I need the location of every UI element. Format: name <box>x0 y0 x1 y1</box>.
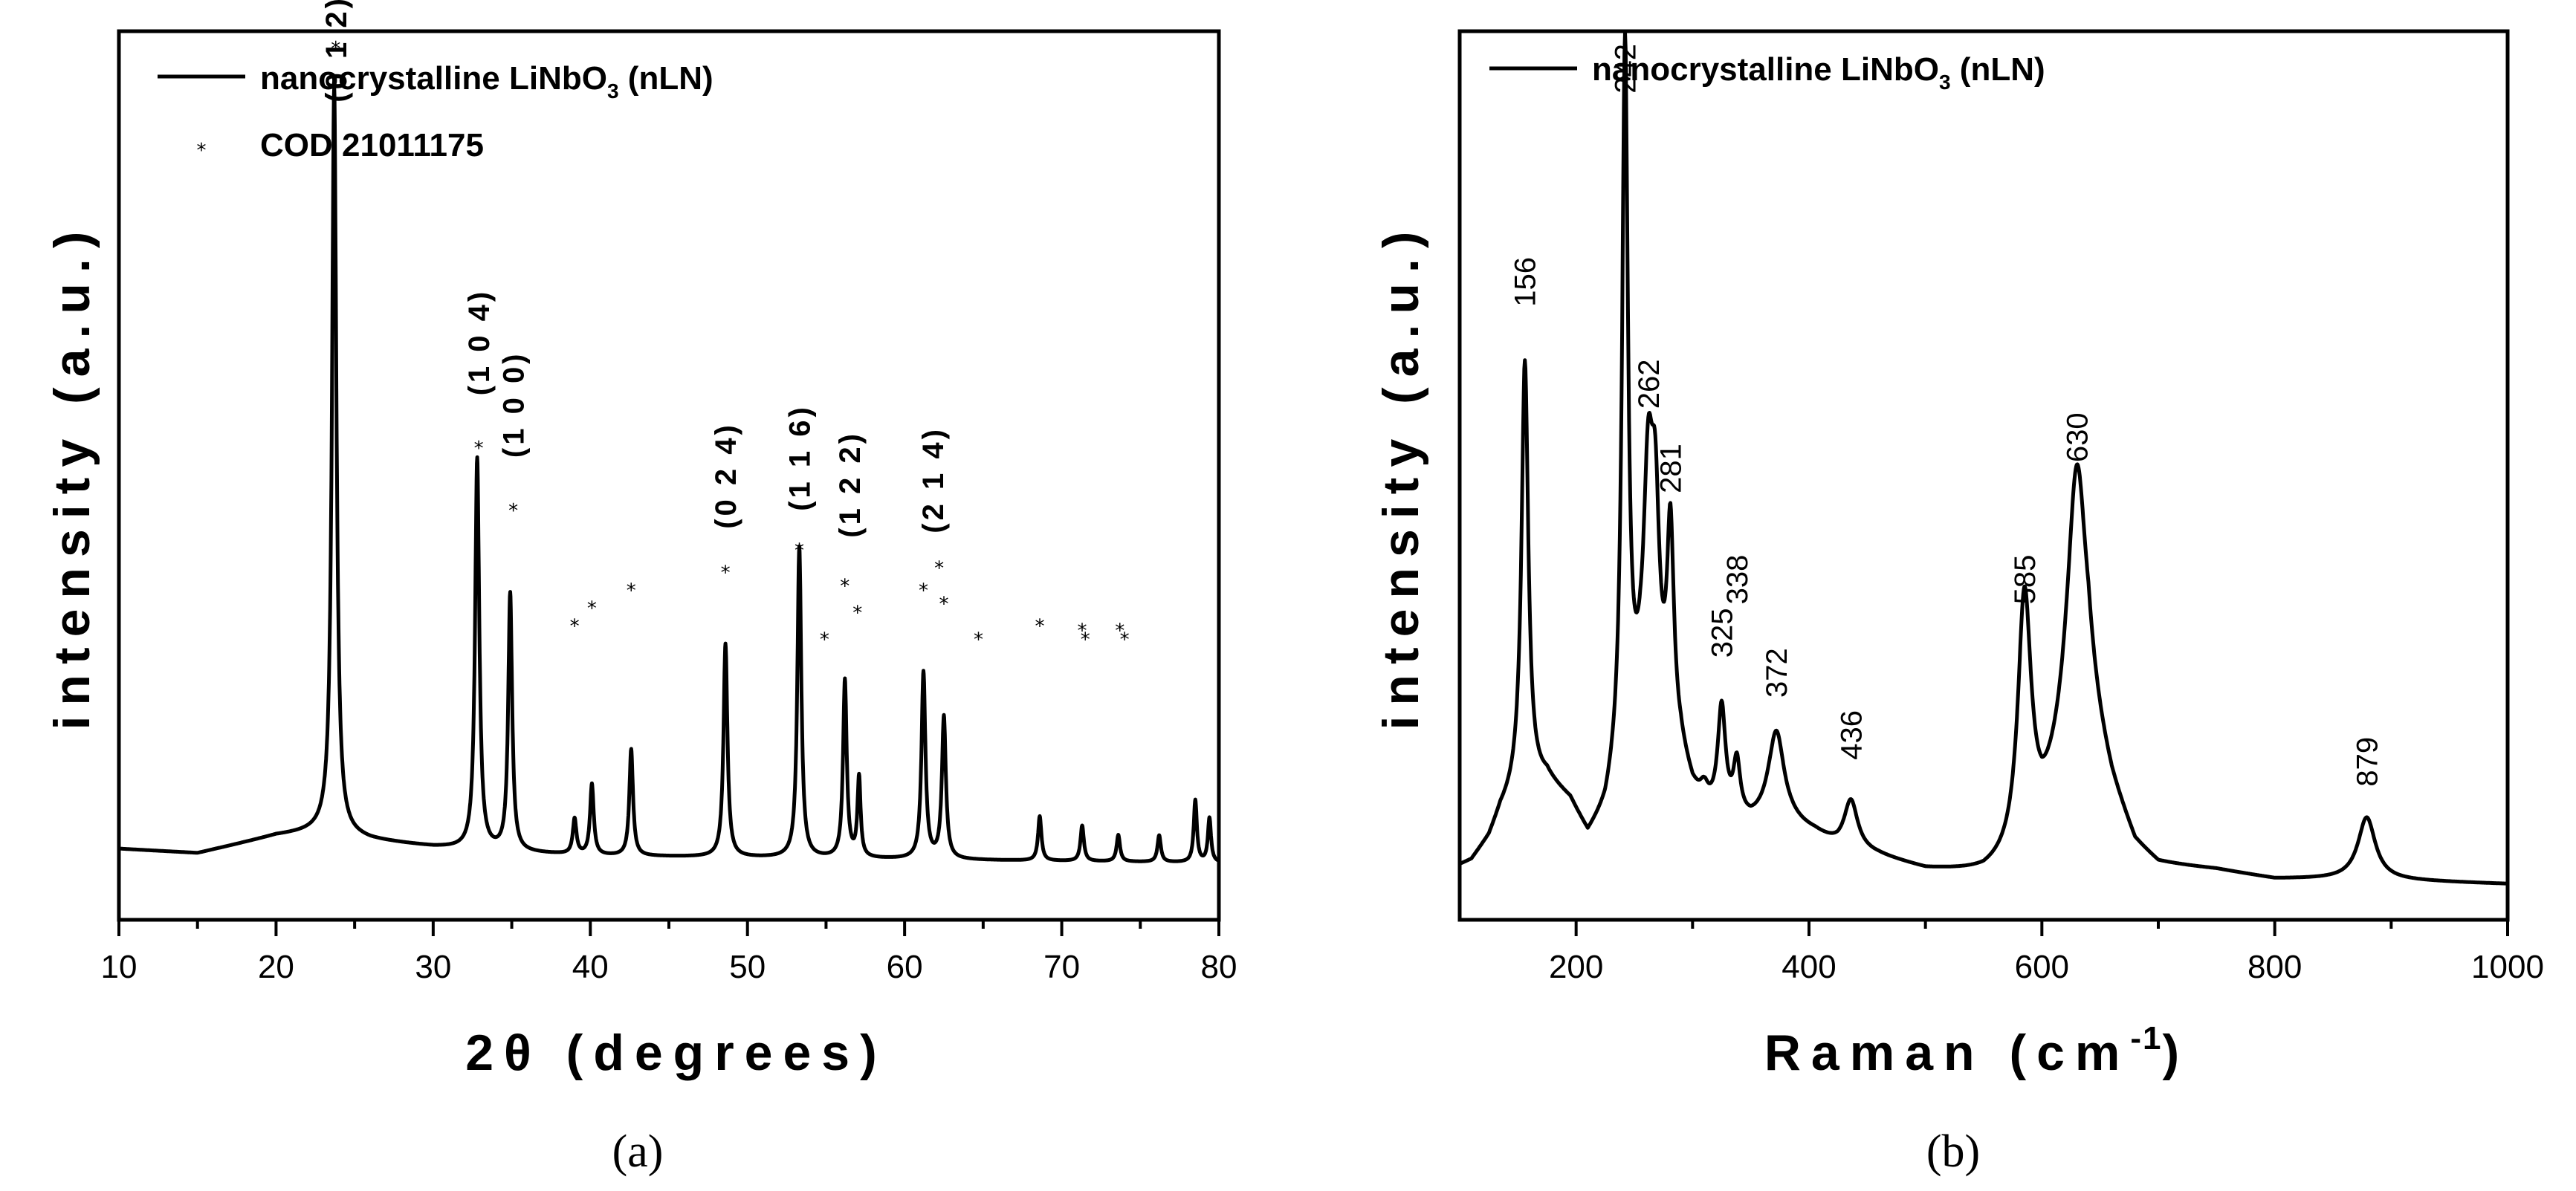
panel-b-legend-label-main: nanocrystalline LiNbO <box>1592 51 1939 88</box>
panel-b-x-tick-label: 600 <box>2015 949 2069 985</box>
panel-a-x-tick-label: 10 <box>101 949 137 985</box>
panel-a-x-ticks <box>117 920 1220 936</box>
raman-peak-label: 242 <box>1610 44 1643 94</box>
panel-b-raman-spectrum-line <box>1458 30 2509 886</box>
raman-peak-label: 262 <box>1633 360 1666 409</box>
cod-reference-marker: * <box>820 629 829 651</box>
raman-peak-label: 338 <box>1721 555 1754 605</box>
panel-a-y-axis-title: intensity (a.u.) <box>44 221 100 730</box>
panel-b-y-axis-title: intensity (a.u.) <box>1373 221 1429 730</box>
raman-peak-label: 585 <box>2009 555 2042 605</box>
cod-reference-marker: * <box>627 580 636 602</box>
cod-reference-marker: * <box>508 500 518 522</box>
panel-a-miller-index-labels: (0 1 2) (1 0 4)(1 0 0) (0 2 4) (1 1 6) (1 2 … <box>320 0 950 538</box>
panel-b-x-tick-labels: 200 400 600 800 1000 <box>1549 949 2544 985</box>
panel-a-x-tick-label: 80 <box>1201 949 1237 985</box>
cod-reference-marker: * <box>721 562 731 585</box>
panel-a-x-tick-label: 30 <box>415 949 451 985</box>
panel-a-x-tick-label: 40 <box>572 949 609 985</box>
panel-b-x-tick-label: 400 <box>1781 949 1836 985</box>
cod-reference-marker: * <box>587 597 597 620</box>
panel-a-legend-marker-swatch: * <box>197 140 207 162</box>
cod-reference-marker: * <box>840 576 850 598</box>
panel-b-plot-frame <box>1457 29 2510 922</box>
cod-reference-marker: * <box>795 540 804 562</box>
miller-index-label: (1 0 0) <box>498 351 531 458</box>
cod-reference-marker: * <box>974 629 983 651</box>
cod-reference-marker: * <box>919 580 928 602</box>
raman-peak-label: 630 <box>2061 412 2094 462</box>
panel-a-legend: nanocrystalline LiNbO3 (nLN) * COD 21011… <box>158 60 713 163</box>
panel-a-legend-label-cod: COD 21011175 <box>260 127 484 163</box>
cod-reference-marker: * <box>1115 620 1124 642</box>
miller-index-label: (1 1 6) <box>784 404 817 511</box>
panel-a-cod-reference-markers: **************** ** ** <box>331 38 1129 651</box>
miller-index-label: (0 2 4) <box>710 422 742 529</box>
panel-a-legend-label-subscript: 3 <box>607 79 619 103</box>
raman-peak-label: 156 <box>1509 257 1542 307</box>
panel-a-xrd-chart: 10 20 30 40 50 60 70 80 **************** ** ** (0… <box>44 0 1237 1177</box>
panel-b-label: (b) <box>1926 1126 1980 1177</box>
panel-a-x-tick-labels: 10 20 30 40 50 60 70 80 <box>101 949 1237 985</box>
panel-b-x-ticks <box>1574 920 2509 936</box>
panel-a-x-axis-title: 2θ (degrees) <box>465 1025 887 1081</box>
miller-index-label: (0 1 2) <box>320 0 353 103</box>
cod-reference-marker: * <box>1035 615 1044 637</box>
panel-b-x-tick-label: 800 <box>2247 949 2302 985</box>
raman-peak-label: 325 <box>1706 608 1739 658</box>
miller-index-label: (2 1 4) <box>917 426 950 533</box>
panel-a-xrd-pattern-line <box>117 84 1221 863</box>
cod-reference-marker: * <box>939 593 949 615</box>
panel-a-legend-label-suffix: (nLN) <box>619 60 713 97</box>
panel-a-x-tick-label: 60 <box>887 949 923 985</box>
panel-a-legend-label-main: nanocrystalline LiNbO <box>260 60 607 97</box>
raman-peak-label: 879 <box>2351 737 2384 787</box>
panel-a-x-tick-label: 70 <box>1043 949 1080 985</box>
panel-b-x-axis-title-superscript: -1 <box>2130 1020 2162 1057</box>
raman-peak-label: 281 <box>1655 444 1688 493</box>
panel-a-x-tick-label: 20 <box>258 949 294 985</box>
panel-a-legend-label-nln: nanocrystalline LiNbO3 (nLN) <box>260 60 713 103</box>
raman-peak-label: 372 <box>1761 648 1793 698</box>
panel-a-label: (a) <box>612 1126 664 1177</box>
cod-reference-marker: * <box>474 438 484 460</box>
panel-a-x-tick-label: 50 <box>729 949 766 985</box>
cod-reference-marker: * <box>570 615 580 637</box>
panel-b-legend-label-nln: nanocrystalline LiNbO3 (nLN) <box>1592 51 2045 94</box>
panel-b-legend-label-subscript: 3 <box>1939 71 1951 94</box>
panel-b-x-axis-title: Raman (cm-1) <box>1764 1020 2190 1081</box>
cod-reference-marker: * <box>934 558 944 580</box>
cod-reference-marker: * <box>1078 620 1087 642</box>
raman-peak-label: 436 <box>1835 710 1868 760</box>
panel-b-x-axis-title-main: Raman (cm <box>1764 1025 2131 1081</box>
cod-reference-marker: * <box>331 38 340 60</box>
panel-b-x-tick-label: 1000 <box>2471 949 2544 985</box>
miller-index-label: (1 0 4) <box>463 289 496 396</box>
cod-reference-marker: * <box>1081 629 1090 651</box>
panel-b-legend: nanocrystalline LiNbO3 (nLN) <box>1489 51 2045 94</box>
panel-b-x-axis-title-suffix: ) <box>2163 1025 2190 1081</box>
panel-b-x-tick-label: 200 <box>1549 949 1603 985</box>
panel-a-plot-frame <box>117 29 1221 922</box>
cod-reference-marker: * <box>1120 629 1130 651</box>
panel-b-legend-label-suffix: (nLN) <box>1951 51 2045 88</box>
miller-index-label: (1 2 2) <box>834 431 867 538</box>
cod-reference-marker: * <box>852 602 862 624</box>
